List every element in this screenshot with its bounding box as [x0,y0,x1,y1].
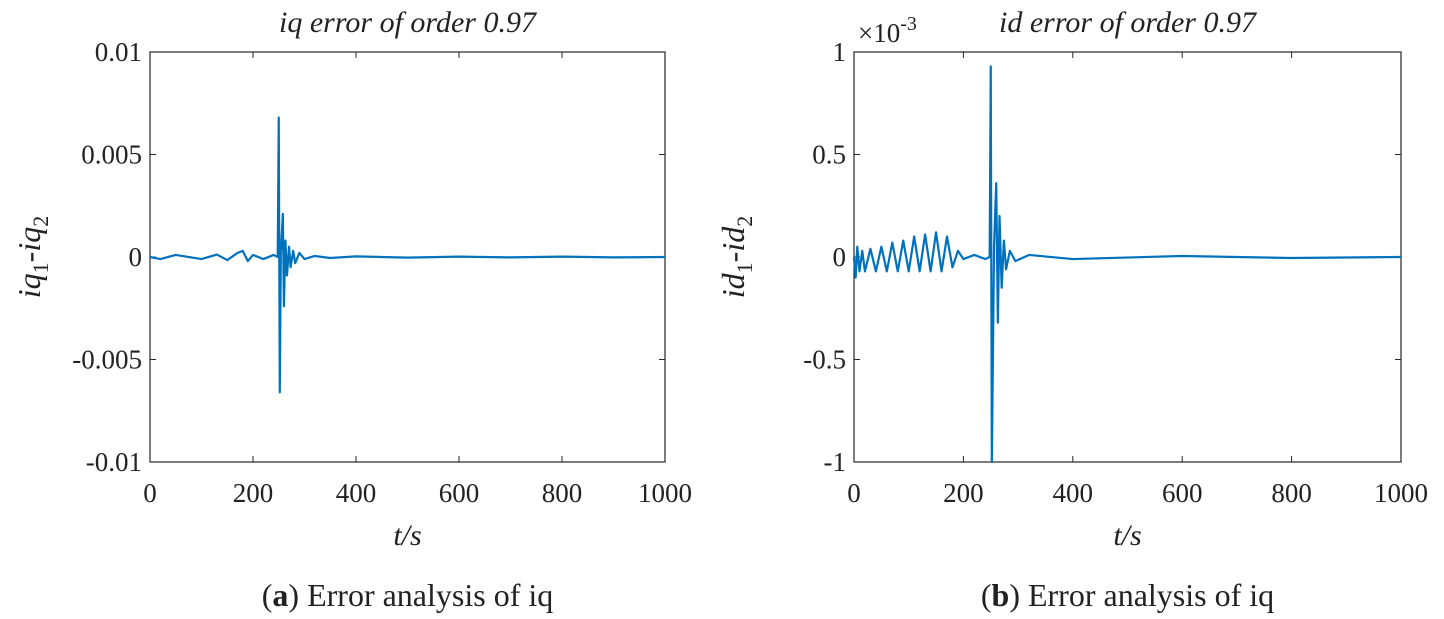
x-tick-label: 1000 [638,478,692,508]
y-axis-label: iq1-iq2 [11,216,53,298]
x-tick-label: 800 [1271,478,1312,508]
y-tick-label: 1 [833,37,847,67]
y-tick-label: -1 [824,447,847,477]
x-tick-label: 600 [439,478,480,508]
x-tick-label: 400 [336,478,377,508]
x-axis-label: t/s [1113,519,1141,552]
y-tick-label: -0.5 [803,345,846,375]
y-tick-label: 0.005 [81,140,142,170]
y-tick-label: 0.5 [812,140,846,170]
x-tick-label: 600 [1162,478,1203,508]
y-tick-label: -0.005 [72,345,142,375]
y-multiplier-exponent: -3 [900,13,917,35]
y-tick-label: -0.01 [86,447,142,477]
x-tick-label: 200 [233,478,274,508]
x-tick-label: 200 [943,478,984,508]
caption-part: ( [981,577,992,613]
y-axis-label: id1-id2 [715,216,757,298]
chart-title: iq error of order 0.97 [279,6,538,39]
x-tick-label: 0 [143,478,157,508]
x-axis-label: t/s [393,519,421,552]
y-axis-label-subscript: 2 [732,216,757,227]
x-tick-label: 800 [542,478,583,508]
y-axis-label-subscript: 2 [28,216,53,227]
caption-part: b [992,577,1010,613]
y-multiplier: ×10-3 [858,13,917,48]
caption-part: ) Error analysis of iq [1009,577,1274,613]
caption-part: a [272,577,288,613]
caption: (b) Error analysis of iq [981,577,1274,613]
y-tick-label: 0 [129,242,143,272]
y-axis-label-part: -id [715,226,751,263]
x-tick-label: 1000 [1374,478,1428,508]
data-line [852,65,1402,464]
caption: (a) Error analysis of iq [262,577,553,613]
y-tick-label: 0 [833,242,847,272]
x-tick-label: 400 [1053,478,1094,508]
y-axis-label-part: -iq [11,227,47,263]
caption-part: ) Error analysis of iq [288,577,553,613]
y-axis-label-part: id [715,272,751,298]
y-axis-label-subscript: 1 [732,262,757,273]
y-tick-label: 0.01 [95,37,142,67]
y-multiplier-base: ×10 [858,18,900,48]
y-axis-label-part: iq [11,273,47,298]
x-tick-label: 0 [847,478,861,508]
data-line [149,116,666,394]
chart-title: id error of order 0.97 [999,6,1258,39]
y-axis-label-subscript: 1 [28,262,53,273]
caption-part: ( [262,577,273,613]
